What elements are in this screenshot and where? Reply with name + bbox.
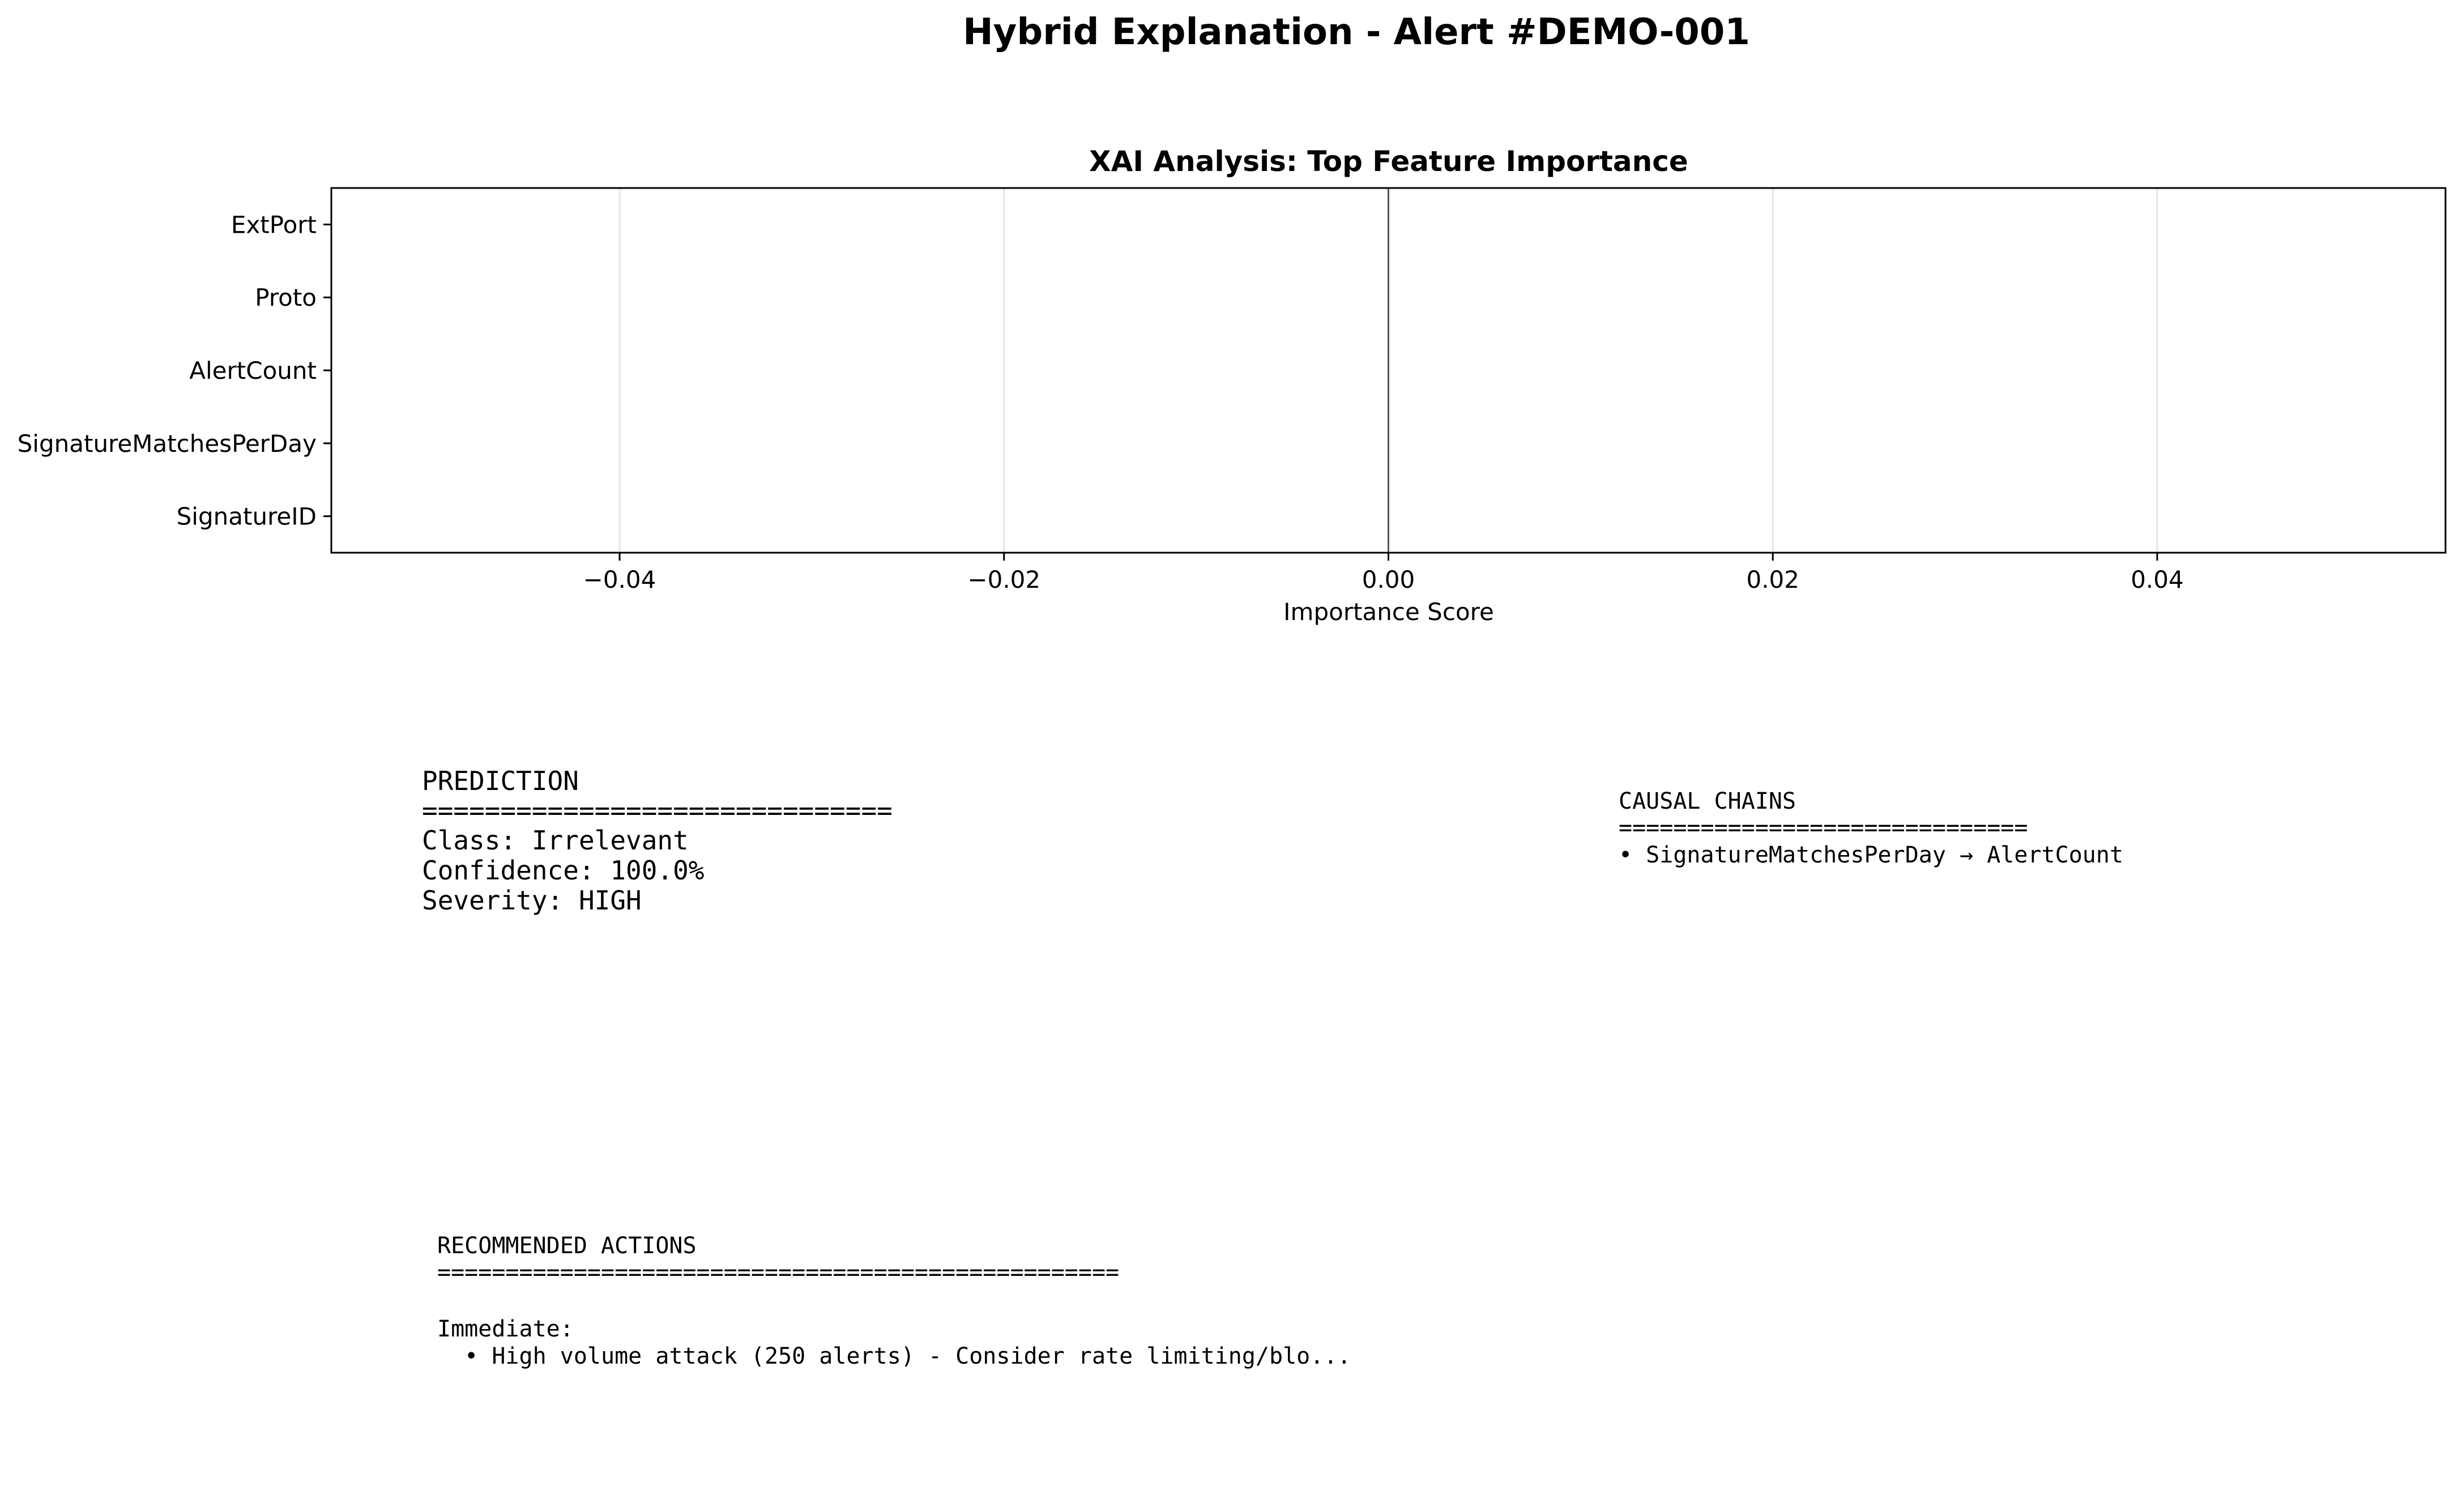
x-tick-label: 0.00 [1362,566,1415,593]
causal-heading: CAUSAL CHAINS [1619,788,1796,814]
causal-separator: ============================== [1619,815,2028,841]
x-tick-label: −0.04 [583,566,656,593]
x-tick-label: 0.04 [2131,566,2184,593]
actions-heading: RECOMMENDED ACTIONS [437,1233,697,1259]
prediction-severity: Severity: HIGH [422,885,642,916]
x-axis-label: Importance Score [1283,598,1494,626]
chart-title: XAI Analysis: Top Feature Importance [1089,145,1688,178]
recommended-actions-panel: RECOMMENDED ACTIONS ====================… [437,1233,1351,1369]
x-tick-label: 0.02 [1746,566,1799,593]
prediction-class: Class: Irrelevant [422,825,689,856]
prediction-heading: PREDICTION [422,766,579,796]
feature-importance-chart: XAI Analysis: Top Feature Importance −0.… [18,145,2447,626]
y-tick-label: SignatureMatchesPerDay [18,430,317,458]
prediction-confidence: Confidence: 100.0% [422,855,705,886]
figure-title: Hybrid Explanation - Alert #DEMO-001 [963,11,1750,53]
y-tick-label: ExtPort [231,211,317,238]
y-tick-label: SignatureID [177,503,317,531]
y-tick-label: Proto [255,284,317,311]
actions-subheading: Immediate: [437,1316,574,1342]
y-tick-label: AlertCount [189,357,317,385]
x-tick-label: −0.02 [967,566,1040,593]
prediction-separator: ============================== [422,795,893,826]
y-axis-ticks: ExtPort Proto AlertCount SignatureMatchesPe… [18,211,331,531]
action-item: • High volume attack (250 alerts) - Cons… [437,1343,1351,1369]
x-axis-ticks: −0.04 −0.02 0.00 0.02 0.04 [583,553,2184,593]
causal-chain-item: • SignatureMatchesPerDay → AlertCount [1619,842,2123,868]
prediction-panel: PREDICTION =============================… [422,766,893,916]
actions-separator: ========================================… [437,1259,1119,1285]
causal-chains-panel: CAUSAL CHAINS ==========================… [1619,788,2123,868]
